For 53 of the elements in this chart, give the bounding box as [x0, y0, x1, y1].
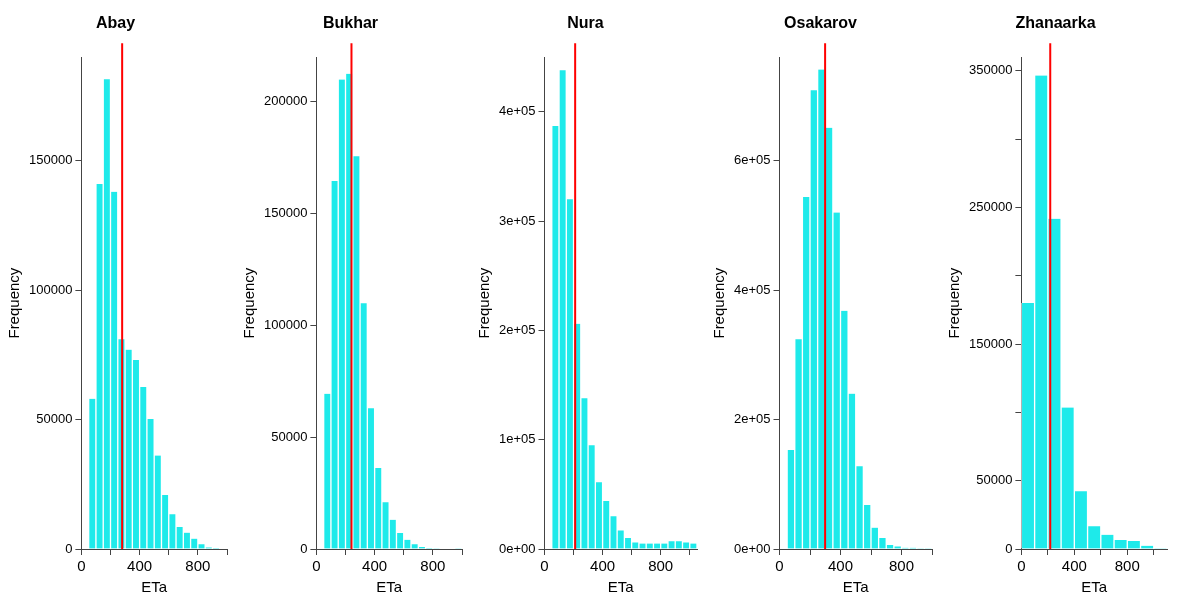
x-tick-label: 800	[185, 557, 211, 575]
y-tick-label: 4e+05	[499, 103, 536, 119]
y-axis-title: Frequency	[710, 267, 728, 339]
y-tick-label: 4e+05	[734, 281, 771, 297]
x-tick-label: 0	[540, 557, 549, 575]
y-tick-label: 0	[300, 540, 308, 556]
y-tick-label: 50000	[271, 428, 308, 444]
chart-title: Nura	[567, 14, 604, 32]
y-tick-label: 2e+05	[499, 322, 536, 337]
y-axis-title: Frequency	[475, 267, 493, 339]
x-tick-label: 400	[362, 557, 388, 575]
x-axis-title: ETa	[607, 578, 635, 596]
y-tick-label: 100000	[28, 281, 73, 297]
y-tick-label: 1e+05	[499, 431, 536, 447]
y-tick-label: 50000	[976, 472, 1013, 488]
y-tick-label: 150000	[263, 205, 308, 221]
y-tick-label: 50000	[36, 411, 73, 427]
chart-title: Zhanaarka	[1015, 14, 1096, 32]
x-tick-label: 400	[1061, 557, 1087, 575]
chart-title: Bukhar	[322, 14, 379, 32]
x-tick-label: 0	[775, 557, 784, 575]
chart-title: Osakarov	[784, 14, 858, 32]
y-tick-label: 150000	[968, 335, 1013, 351]
x-axis-title: ETa	[376, 578, 403, 596]
x-axis-title: ETa	[1081, 578, 1108, 596]
y-tick-label: 200000	[263, 93, 308, 109]
x-tick-label: 0	[312, 557, 321, 575]
x-tick-label: 800	[888, 557, 915, 575]
y-tick-label: 0	[1005, 540, 1013, 556]
y-tick-label: 6e+05	[734, 152, 771, 168]
x-tick-label: 800	[1114, 557, 1140, 575]
y-tick-label: 350000	[968, 62, 1013, 78]
y-axis-title: Frequency	[945, 267, 963, 339]
y-tick-label: 0e+00	[499, 540, 536, 556]
x-tick-label: 400	[827, 557, 854, 575]
y-tick-label: 0	[65, 540, 73, 556]
y-tick-label: 100000	[263, 317, 308, 333]
y-tick-label: 150000	[28, 152, 73, 168]
x-tick-label: 400	[127, 557, 153, 575]
x-tick-label: 800	[420, 557, 446, 575]
y-tick-label: 0e+00	[734, 540, 771, 556]
y-axis-title: Frequency	[5, 267, 23, 339]
y-tick-label: 2e+05	[734, 411, 771, 427]
y-tick-label: 3e+05	[499, 212, 536, 228]
x-tick-label: 800	[648, 557, 674, 575]
x-axis-title: ETa	[141, 578, 168, 596]
x-tick-label: 0	[1017, 557, 1026, 575]
x-axis-title: ETa	[842, 578, 870, 596]
y-tick-label: 250000	[968, 199, 1013, 215]
x-tick-label: 0	[77, 557, 86, 575]
chart-title: Abay	[95, 14, 136, 32]
x-tick-label: 400	[590, 557, 616, 575]
y-axis-title: Frequency	[240, 267, 258, 339]
